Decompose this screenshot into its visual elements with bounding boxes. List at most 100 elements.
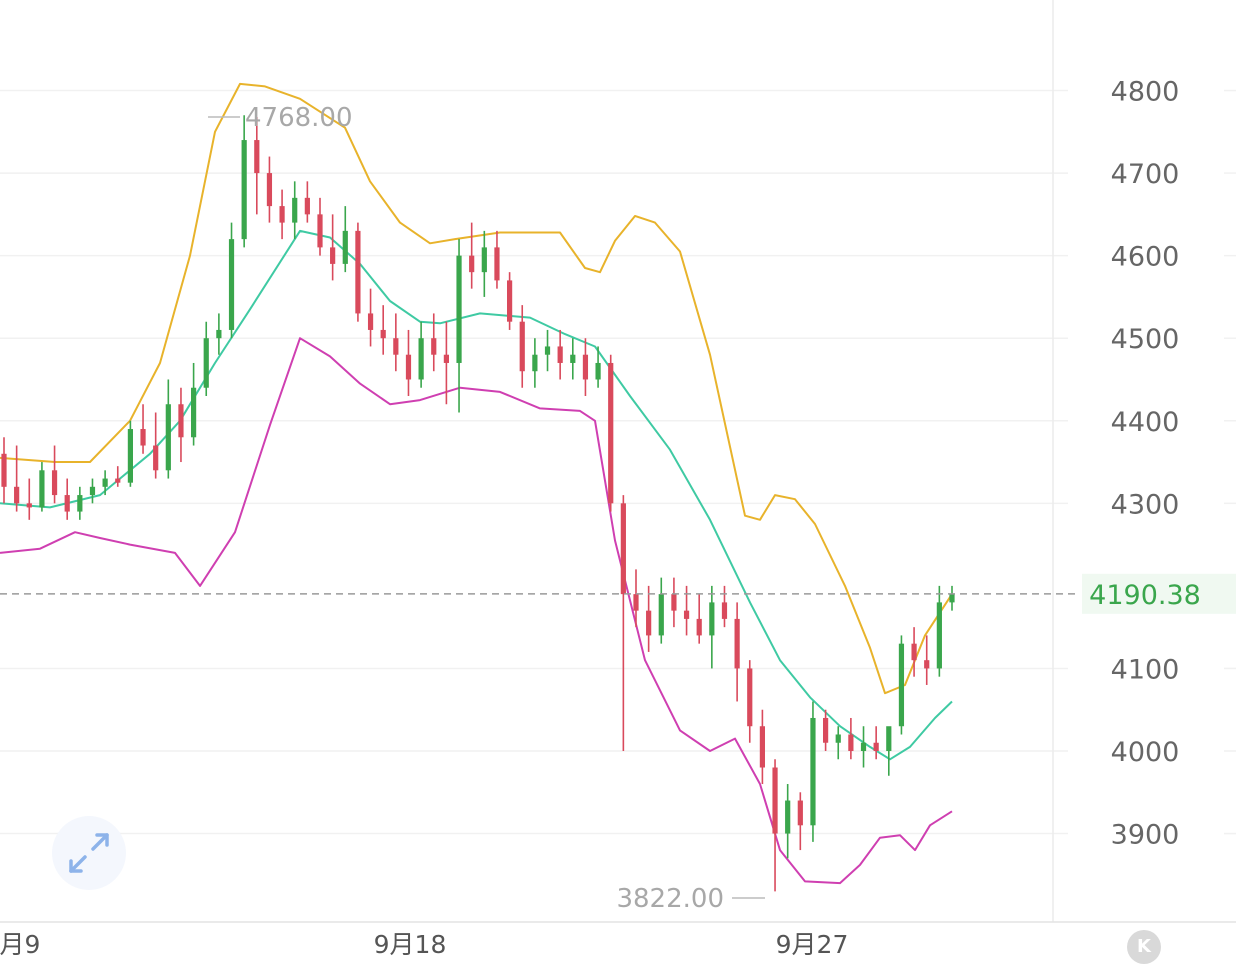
candle bbox=[481, 230, 487, 297]
y-tick-label: 4700 bbox=[1111, 159, 1180, 190]
candle bbox=[292, 181, 298, 240]
k-line-toggle-icon[interactable]: K bbox=[1127, 930, 1161, 964]
candle bbox=[203, 321, 209, 396]
candle bbox=[759, 709, 765, 785]
candle bbox=[393, 313, 399, 372]
candle bbox=[1, 437, 7, 504]
candle bbox=[456, 239, 462, 413]
candle bbox=[216, 313, 222, 355]
candle bbox=[696, 594, 702, 644]
candle bbox=[898, 635, 905, 735]
candle bbox=[304, 181, 310, 223]
y-tick-label: 3900 bbox=[1111, 820, 1180, 851]
candle bbox=[418, 321, 424, 388]
candle bbox=[709, 585, 715, 669]
candle bbox=[64, 478, 70, 520]
candle bbox=[582, 338, 589, 396]
candle bbox=[254, 116, 260, 215]
candle bbox=[595, 346, 601, 388]
y-tick-label: 4800 bbox=[1111, 77, 1180, 108]
candle bbox=[102, 470, 108, 496]
candle bbox=[26, 478, 32, 520]
candle bbox=[266, 156, 273, 223]
candle bbox=[519, 305, 525, 388]
candle bbox=[317, 197, 323, 256]
candle bbox=[911, 627, 917, 677]
candle bbox=[178, 387, 184, 463]
candle bbox=[51, 445, 58, 504]
x-tick-label: 9月18 bbox=[374, 930, 447, 959]
candle bbox=[633, 569, 639, 628]
candle bbox=[772, 759, 778, 892]
expand-button[interactable] bbox=[52, 816, 126, 890]
candle bbox=[886, 726, 892, 776]
x-tick-label: 月9 bbox=[0, 930, 40, 959]
candle bbox=[823, 709, 829, 751]
lower-band-line bbox=[0, 337, 953, 885]
candle bbox=[620, 495, 626, 751]
candle bbox=[734, 602, 740, 702]
candle bbox=[532, 338, 538, 388]
bollinger-bands bbox=[0, 82, 953, 885]
candle bbox=[380, 305, 386, 355]
y-tick-label: 4000 bbox=[1111, 737, 1180, 768]
candle bbox=[570, 338, 576, 380]
candle bbox=[127, 420, 133, 487]
candle bbox=[191, 362, 197, 446]
candle bbox=[367, 288, 374, 347]
candle bbox=[797, 792, 803, 851]
expand-arrows-icon bbox=[69, 833, 109, 873]
candle bbox=[405, 329, 412, 396]
candle bbox=[949, 585, 955, 611]
grid-lines bbox=[0, 89, 1236, 835]
candle bbox=[241, 115, 247, 248]
candle bbox=[228, 222, 235, 339]
y-tick-label: 4300 bbox=[1111, 489, 1180, 520]
x-tick-label: 9月27 bbox=[776, 930, 849, 959]
candle bbox=[810, 701, 816, 842]
y-tick-label: 4400 bbox=[1111, 407, 1180, 438]
candle bbox=[671, 577, 677, 628]
mid-band-line bbox=[0, 229, 953, 761]
candle bbox=[153, 412, 159, 479]
candle bbox=[140, 404, 146, 454]
candle bbox=[785, 784, 791, 859]
candle bbox=[330, 214, 336, 281]
candle bbox=[848, 717, 854, 760]
candle bbox=[608, 354, 614, 512]
candle bbox=[544, 329, 551, 372]
candle bbox=[39, 462, 45, 512]
candle bbox=[443, 321, 449, 405]
y-tick-label: 4500 bbox=[1111, 324, 1180, 355]
candle bbox=[860, 726, 867, 768]
candle bbox=[279, 189, 285, 240]
y-tick-label: 4600 bbox=[1111, 242, 1180, 273]
candle bbox=[936, 585, 942, 677]
candle bbox=[355, 222, 361, 322]
candle bbox=[646, 585, 652, 652]
candlesticks bbox=[1, 115, 955, 892]
candle bbox=[658, 577, 664, 644]
current-price-label: 4190.38 bbox=[1089, 580, 1201, 611]
candle bbox=[747, 660, 753, 743]
candle bbox=[431, 313, 437, 372]
candle bbox=[507, 272, 513, 330]
y-axis-ticks: 4800 4700 4600 4500 4400 4300 4100 4000 3900 bbox=[1111, 77, 1180, 851]
candle bbox=[77, 486, 83, 520]
candle bbox=[89, 478, 96, 504]
x-axis-ticks: 月9 9月18 9月27 bbox=[0, 930, 848, 959]
candle bbox=[342, 206, 348, 273]
candle bbox=[873, 726, 879, 760]
low-annotation: 3822.00 bbox=[616, 884, 724, 914]
candle bbox=[557, 329, 563, 380]
candle bbox=[165, 379, 171, 479]
candle bbox=[469, 222, 475, 289]
candle bbox=[494, 230, 500, 289]
candle bbox=[115, 466, 121, 487]
current-price-box bbox=[1082, 573, 1236, 614]
candle bbox=[721, 585, 728, 628]
candle bbox=[835, 726, 841, 760]
candle bbox=[14, 445, 20, 512]
candle bbox=[924, 635, 930, 685]
